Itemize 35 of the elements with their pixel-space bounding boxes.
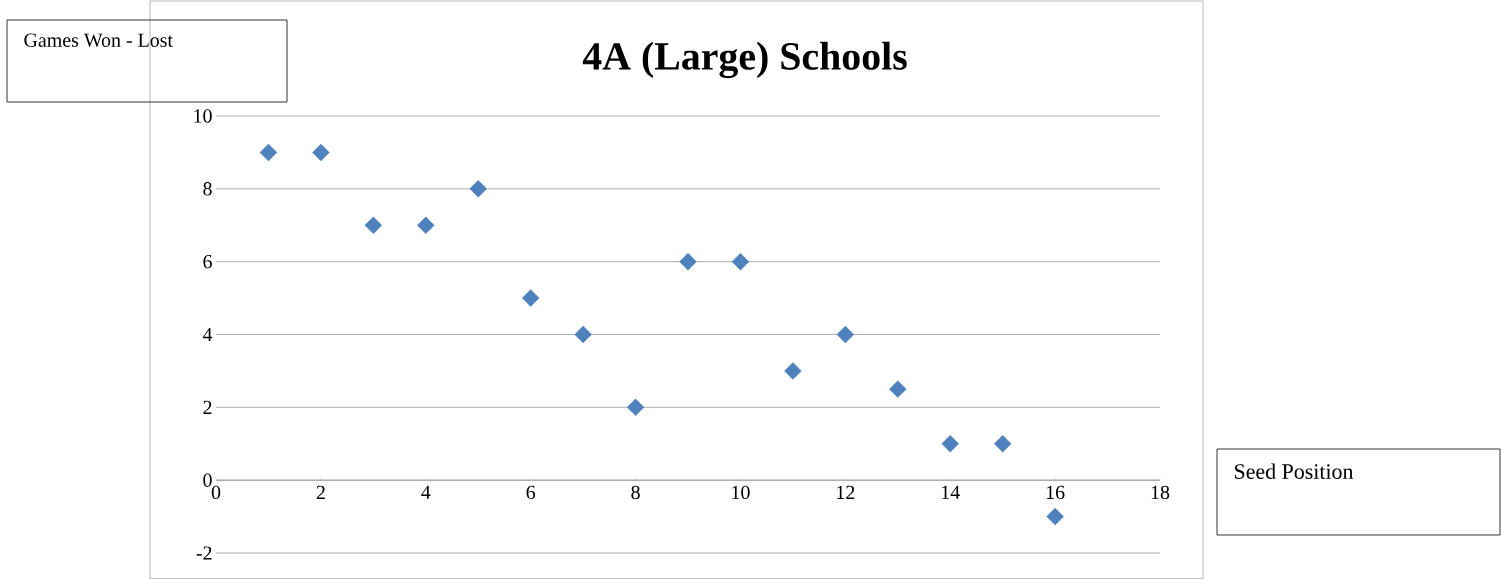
point [994,435,1012,453]
point [417,216,435,234]
x-tick-label: 10 [732,485,750,500]
x-tick-label: 14 [942,485,960,499]
x-tick-label: 4 [421,485,431,499]
point [259,143,278,162]
y-tick-label: 8 [203,182,212,196]
point [312,143,330,162]
x-tick-label: 8 [631,485,640,500]
chart-title: 4A (Large) Schools [582,41,907,79]
point [1046,507,1064,526]
point [364,216,383,234]
point [522,289,540,307]
point [941,435,959,453]
x-tick-label: 2 [316,485,325,499]
x-tick-label: 12 [837,485,855,499]
y-tick-label: -2 [196,546,212,560]
y-axis-title: Games Won - Lost [24,33,173,48]
y-tick-label: 4 [202,327,213,342]
point [731,252,750,271]
y-tick-label: 0 [203,473,212,487]
x-tick-label: 6 [526,485,536,500]
point [626,398,645,417]
y-tick-label: 10 [194,109,212,123]
point [784,362,802,380]
point [469,180,487,198]
y-tick-label: 6 [203,254,212,269]
y-tick-label: 2 [203,400,212,414]
point [679,252,697,271]
x-tick-label: 16 [1046,485,1065,500]
point [836,325,855,344]
x-tick-label: 18 [1151,485,1170,500]
point [574,325,592,344]
point [889,380,907,398]
x-axis-title: Seed Position [1235,463,1354,479]
